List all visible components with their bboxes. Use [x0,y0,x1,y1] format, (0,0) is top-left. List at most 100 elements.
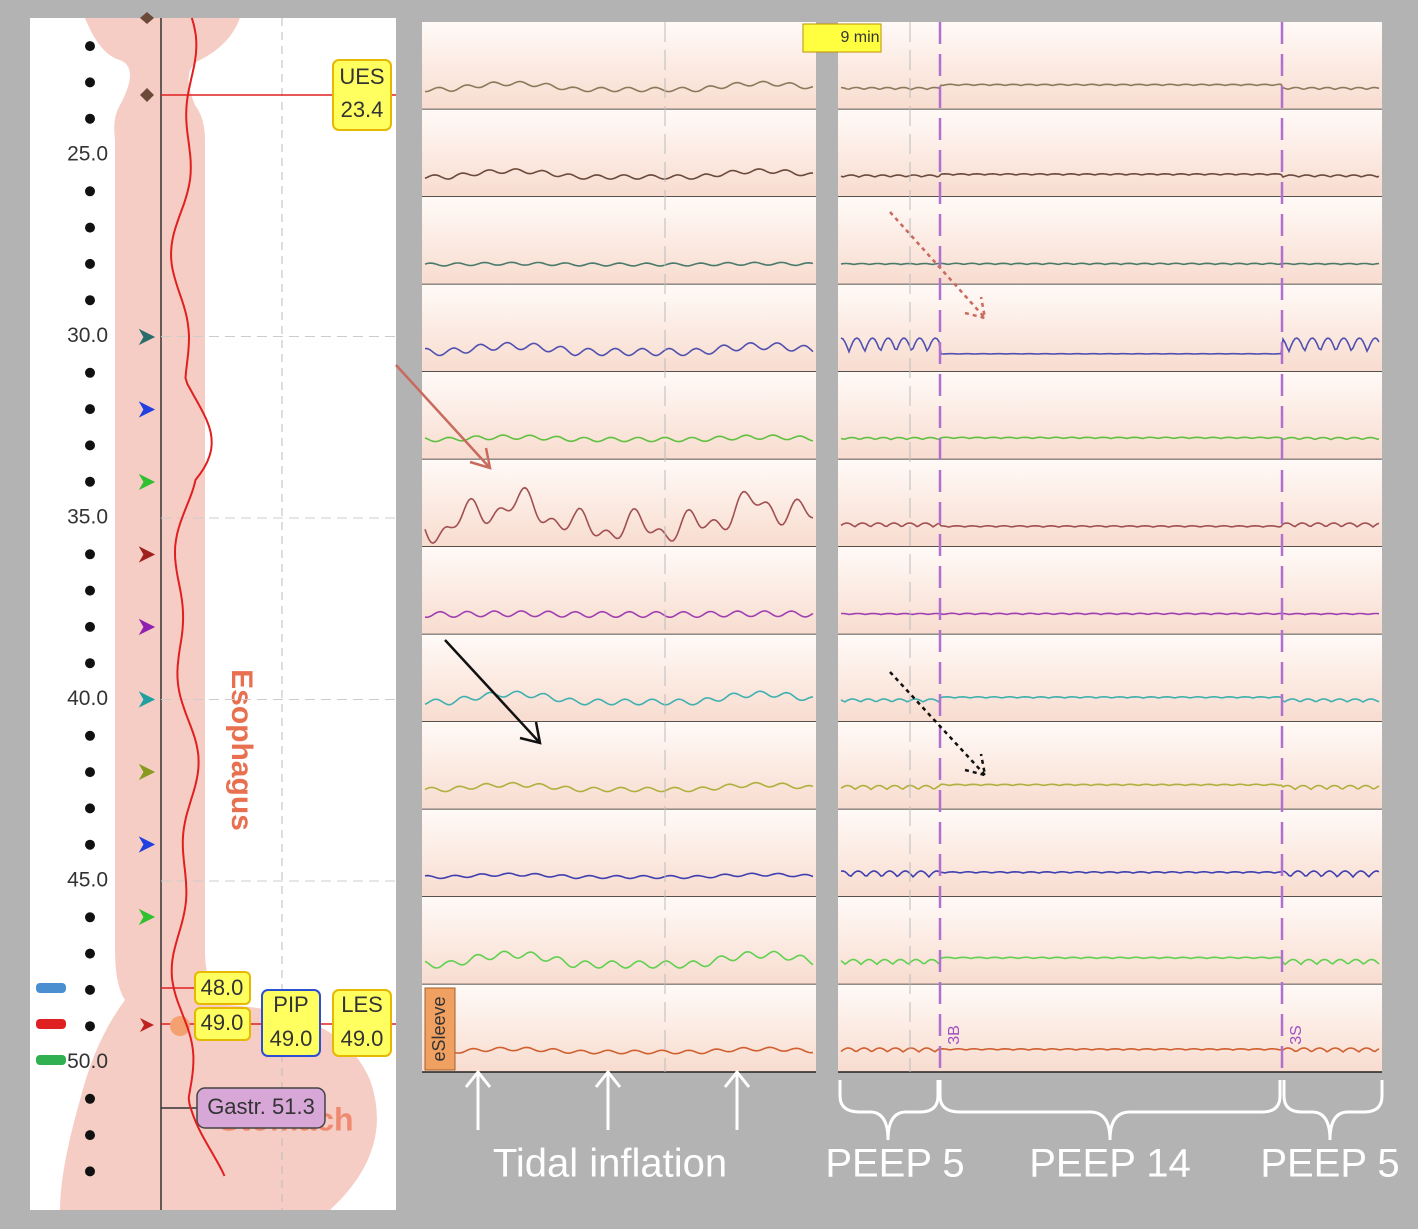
event-label: 3S [1288,1025,1305,1045]
pip-box [261,989,321,1057]
annotation-arrows [395,211,987,777]
depth-dot [85,948,95,959]
pressure-trace [840,262,1380,266]
upper-box [194,971,251,1005]
depth-dot [85,41,95,52]
channel-row [422,722,816,810]
channel-row [838,22,1382,110]
pressure-trace [424,261,814,267]
pressure-trace [840,522,1380,529]
upper-value: 49.0 [201,1010,244,1035]
esophagus-diagram: Esophagus Stomach UES 23.4 48.0 49.0 PIP… [36,12,396,1210]
sensor-marker [138,401,156,418]
depth-label: 50.0 [67,1050,108,1073]
pressure-trace [424,434,814,443]
arrow [889,211,987,320]
arrow [444,639,542,745]
channel-row [838,459,1382,547]
depth-dot [85,1130,95,1141]
pressure-trace [840,1047,1380,1054]
channel-row [838,634,1382,722]
arrow [889,671,987,777]
depth-dot [85,803,95,814]
legend-marker [36,1019,66,1029]
sensor-marker [138,908,156,926]
upper-box [194,1007,251,1041]
depth-label: 30.0 [67,324,108,347]
depth-label: 35.0 [67,506,108,529]
ues-label: UES [339,64,384,89]
depth-dot [85,984,95,995]
pressure-trace [840,336,1380,355]
sensor-marker [138,691,156,708]
depth-label: 45.0 [67,869,108,892]
pressure-trace [424,610,814,619]
channel-row [422,547,816,635]
pressure-trace [840,83,1380,91]
channel-row [422,897,816,985]
event-label: 3B [946,1025,963,1045]
esophagus-outline [60,18,377,1210]
pressure-trace [840,172,1380,178]
depth-dot [85,1021,95,1032]
les-value: 49.0 [341,1026,384,1051]
footer-label: Tidal inflation [493,1142,727,1186]
arrow [395,364,492,470]
sensor-marker [138,546,156,563]
upper-value: 48.0 [201,975,244,1000]
gastric-label: Gastr. 51.3 [207,1094,315,1119]
depth-dot [85,585,95,596]
up-arrow [594,1069,622,1130]
pressure-trace [840,783,1380,791]
phase-label: PEEP 5 [1260,1142,1399,1186]
pressure-trace [424,1046,814,1055]
channel-row [838,722,1382,810]
les-label: LES [341,992,383,1017]
pressure-trace [424,168,813,180]
depth-dot [85,113,95,124]
esophagus-label: Esophagus [225,669,258,831]
sensor-marker [140,1018,154,1032]
bracket [938,1080,1282,1141]
gastric-box [196,1087,326,1129]
depth-dot [85,222,95,233]
sensor-marker [138,836,156,853]
depth-dot [85,1093,95,1104]
depth-dot [85,730,95,741]
bracket [838,1080,940,1141]
sensor-marker [138,473,156,491]
depth-dot [85,77,95,88]
channel-row [838,284,1382,372]
pressure-trace [424,80,814,93]
depth-dot [85,186,95,197]
ues-box [332,59,392,131]
channel-row [838,897,1382,985]
sensor-marker [138,763,156,781]
depth-dot [85,549,95,560]
up-arrow [464,1069,492,1130]
sensor-marker [140,12,154,24]
channel-row [838,197,1382,285]
sensor-marker [138,328,156,346]
pressure-trace [841,612,1380,616]
depth-label: 40.0 [67,687,108,710]
pressure-trace [425,341,814,357]
legend-marker [36,983,66,993]
channel-row [422,984,816,1072]
channel-row [422,109,816,197]
channel-tag [424,987,456,1071]
channel-row [422,634,816,722]
depth-dot [85,476,95,487]
channel-row [838,809,1382,897]
sensor-marker [138,618,156,636]
depth-dot [85,658,95,669]
channel-row [838,984,1382,1072]
pressure-trace [840,436,1379,441]
depth-dot [85,404,95,415]
depth-dot [85,367,95,378]
channel-row [422,284,816,372]
depth-dot [85,767,95,778]
legend-marker [36,1055,66,1065]
traces [422,22,1382,1073]
pressure-trace [170,17,226,1177]
